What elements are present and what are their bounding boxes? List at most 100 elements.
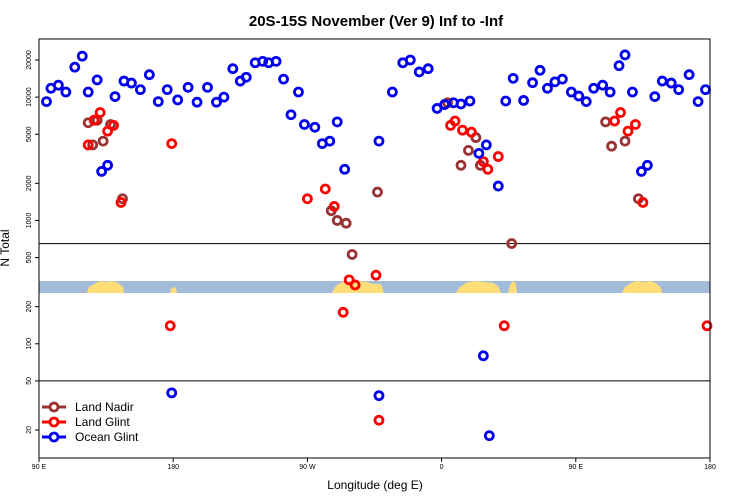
- point-land-glint: [343, 274, 355, 286]
- legend-label-land-glint: Land Glint: [75, 415, 130, 429]
- point-ocean-glint: [270, 55, 282, 67]
- legend-label-ocean-glint: Ocean Glint: [75, 430, 139, 444]
- point-ocean-glint: [673, 84, 685, 96]
- point-ocean-glint: [172, 94, 184, 106]
- point-ocean-glint: [76, 50, 88, 62]
- point-land-glint: [108, 119, 119, 131]
- x-tick-label: 180: [704, 464, 716, 471]
- point-ocean-glint: [52, 79, 64, 91]
- point-ocean-glint: [240, 71, 252, 83]
- point-land-nadir: [506, 238, 518, 249]
- point-ocean-glint: [604, 86, 616, 98]
- land-patch-australia: [87, 281, 124, 293]
- point-land-nadir: [463, 144, 474, 156]
- point-land-nadir: [455, 159, 467, 171]
- chart-title: 20S-15S November (Ver 9) Inf to -Inf: [249, 13, 504, 30]
- point-ocean-glint: [102, 159, 113, 171]
- land-patch-madagascar: [508, 281, 517, 293]
- point-land-glint: [449, 115, 461, 127]
- y-tick-label: 5000: [26, 126, 33, 142]
- point-ocean-glint: [500, 95, 512, 107]
- point-land-glint: [88, 114, 100, 126]
- point-land-glint: [498, 320, 510, 332]
- land-patch-australia-repeat: [622, 281, 662, 293]
- point-ocean-glint: [202, 81, 213, 93]
- x-axis: 90 E 180 90 W 0 90 E 180: [32, 458, 716, 471]
- point-ocean-glint: [649, 91, 661, 102]
- point-ocean-glint: [218, 91, 230, 103]
- panel-separators: [39, 243, 710, 382]
- point-land-glint: [349, 279, 361, 291]
- x-tick-label: 90 W: [299, 464, 316, 471]
- point-land-glint: [622, 125, 634, 137]
- point-ocean-glint: [683, 69, 695, 81]
- point-ocean-glint: [692, 96, 704, 107]
- point-ocean-glint: [257, 55, 269, 67]
- point-ocean-glint: [404, 54, 416, 66]
- point-land-glint: [477, 156, 489, 168]
- point-land-glint: [609, 115, 620, 127]
- legend-marker-ocean-glint: [48, 431, 60, 443]
- point-ocean-glint: [480, 139, 492, 151]
- point-land-glint: [482, 163, 494, 175]
- y-tick-label: 500: [26, 252, 33, 264]
- point-ocean-glint: [91, 74, 103, 86]
- y-axis: 20 50 100 200 500 1000 2000 5000 10000 20000: [26, 50, 39, 434]
- point-ocean-glint: [556, 73, 568, 85]
- point-ocean-glint: [518, 95, 530, 106]
- y-tick-label: 10000: [26, 87, 33, 107]
- point-ocean-glint: [109, 91, 121, 102]
- point-ocean-glint: [386, 86, 398, 98]
- point-ocean-glint: [60, 86, 72, 98]
- point-land-glint: [701, 320, 713, 332]
- point-ocean-glint: [69, 61, 81, 73]
- point-land-glint: [164, 320, 176, 332]
- point-land-nadir: [97, 135, 109, 147]
- point-land-glint: [166, 138, 178, 149]
- point-ocean-glint: [278, 73, 289, 85]
- point-land-glint: [466, 126, 477, 138]
- y-tick-label: 50: [26, 377, 33, 385]
- point-land-glint: [637, 197, 649, 208]
- point-ocean-glint: [96, 165, 108, 177]
- point-ocean-glint: [41, 96, 52, 107]
- y-tick-label: 20: [26, 426, 33, 434]
- y-tick-label: 20000: [26, 50, 33, 70]
- point-ocean-glint: [573, 90, 585, 102]
- legend-marker-land-nadir: [48, 401, 60, 413]
- point-ocean-glint: [422, 63, 434, 75]
- point-ocean-glint: [191, 96, 203, 108]
- point-land-nadir: [372, 186, 383, 198]
- point-ocean-glint: [527, 77, 538, 89]
- point-ocean-glint: [580, 96, 592, 107]
- point-ocean-glint: [331, 116, 343, 128]
- legend-marker-land-glint: [48, 416, 60, 428]
- land-patch-africa: [456, 281, 501, 293]
- x-tick-label: 90 E: [32, 464, 47, 471]
- y-tick-label: 200: [26, 301, 33, 313]
- point-ocean-glint: [483, 430, 495, 442]
- point-ocean-glint: [152, 96, 164, 107]
- land-mask-band: [39, 281, 710, 293]
- point-ocean-glint: [211, 96, 222, 108]
- point-land-nadir: [606, 140, 617, 152]
- point-ocean-glint: [293, 86, 304, 98]
- point-land-glint: [102, 125, 113, 137]
- x-tick-label: 180: [167, 464, 179, 471]
- point-land-nadir: [87, 139, 99, 151]
- land-patch-small: [170, 287, 177, 293]
- point-ocean-glint: [507, 72, 519, 84]
- data-points: [41, 49, 713, 442]
- point-land-nadir: [619, 135, 631, 147]
- plot-frame: [38, 38, 711, 459]
- point-land-nadir: [340, 217, 352, 229]
- point-ocean-glint: [455, 98, 467, 110]
- point-ocean-glint: [588, 82, 600, 94]
- point-ocean-glint: [373, 135, 385, 147]
- point-ocean-glint: [227, 63, 239, 75]
- y-axis-label: N Total: [0, 229, 12, 266]
- point-ocean-glint: [143, 69, 155, 81]
- point-ocean-glint: [477, 350, 489, 362]
- legend-label-land-nadir: Land Nadir: [75, 400, 134, 414]
- point-ocean-glint: [627, 86, 638, 98]
